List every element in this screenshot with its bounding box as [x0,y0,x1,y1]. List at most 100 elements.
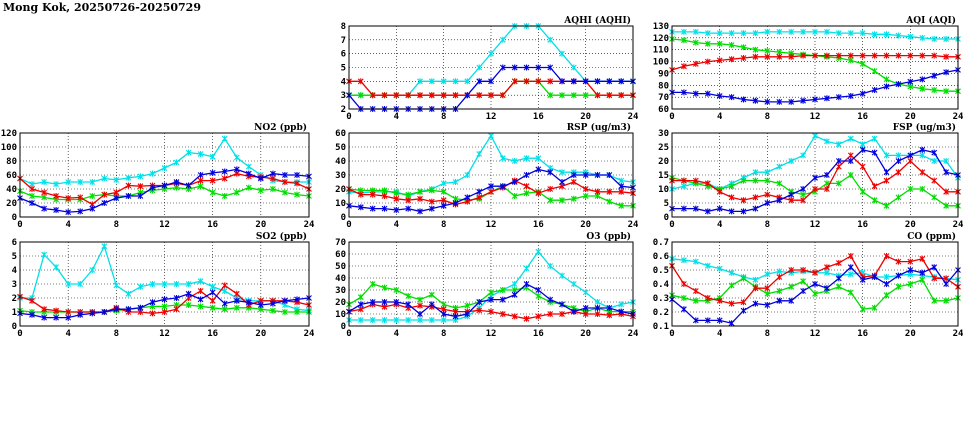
point-marker [405,197,412,204]
point-marker [776,163,783,170]
data-point [618,183,625,190]
x-tick-label: 12 [486,220,497,230]
data-point [859,60,866,67]
data-point [907,158,914,164]
point-marker [535,155,542,162]
point-marker [800,28,806,35]
point-marker [800,152,806,159]
data-point [883,281,890,287]
series-line [348,66,633,110]
point-marker [594,311,601,317]
data-point [161,303,168,310]
point-marker [245,170,252,177]
data-point [101,309,108,315]
point-marker [716,317,723,324]
point-marker [559,179,565,185]
point-marker [209,177,216,184]
point-marker [931,72,938,79]
x-tick-label: 24 [304,329,315,339]
data-point [594,299,601,305]
data-point [606,92,613,99]
point-marker [41,251,47,258]
point-marker [692,205,699,212]
point-marker [488,78,494,85]
data-point [197,183,204,190]
data-point [369,191,376,198]
x-tick-label: 8 [441,329,446,339]
data-point [570,92,577,99]
data-point [728,208,735,215]
data-point [464,311,471,317]
point-marker [716,205,723,212]
point-marker [847,289,854,296]
data-point [716,30,723,37]
data-point [523,315,530,322]
series-3 [346,177,636,208]
point-marker [776,268,783,275]
x-tick-label: 8 [441,112,446,122]
data-point [764,290,771,297]
point-marker [476,64,483,71]
data-point [606,198,613,205]
data-point [440,180,447,187]
data-point [547,311,554,317]
point-marker [764,200,771,206]
point-marker [137,193,144,199]
point-marker [895,158,902,164]
data-point [209,177,216,184]
data-point [943,88,949,95]
data-point [270,186,276,192]
point-marker [883,274,890,280]
data-point [871,149,878,156]
data-point [594,188,601,195]
data-point [417,188,423,195]
data-point [883,253,890,259]
point-marker [417,317,423,323]
data-point [812,52,818,59]
data-point [764,28,771,35]
point-marker [931,297,938,304]
data-point [943,36,949,42]
data-point [812,290,818,297]
data-point [907,186,914,192]
data-point [728,282,735,289]
data-point [357,317,364,323]
point-marker [931,194,938,201]
data-point [89,310,96,317]
data-point [618,78,625,85]
point-marker [381,284,388,291]
data-point [788,98,795,105]
point-marker [547,92,554,99]
y-tick-label: 5 [664,199,669,209]
point-marker [895,152,902,159]
point-marker [824,172,830,178]
data-point [173,179,180,185]
point-marker [511,78,518,85]
data-point [931,177,938,184]
point-marker [357,191,364,198]
data-point [919,76,926,83]
point-marker [29,297,35,304]
point-marker [53,314,59,321]
point-marker [752,300,759,307]
data-point [704,180,711,187]
point-marker [606,198,613,205]
y-tick-label: 25 [658,143,669,153]
point-marker [511,64,518,71]
data-point [245,184,252,191]
data-point [704,40,711,47]
point-marker [764,271,771,278]
point-marker [582,186,589,192]
point-marker [847,52,854,59]
point-marker [65,314,72,321]
point-marker [161,165,168,171]
point-marker [692,90,699,97]
point-marker [77,194,84,201]
point-marker [907,33,914,40]
point-marker [800,52,806,59]
data-point [221,306,228,313]
point-marker [125,290,132,297]
data-point [357,301,364,308]
data-point [740,307,747,314]
point-marker [65,195,72,202]
